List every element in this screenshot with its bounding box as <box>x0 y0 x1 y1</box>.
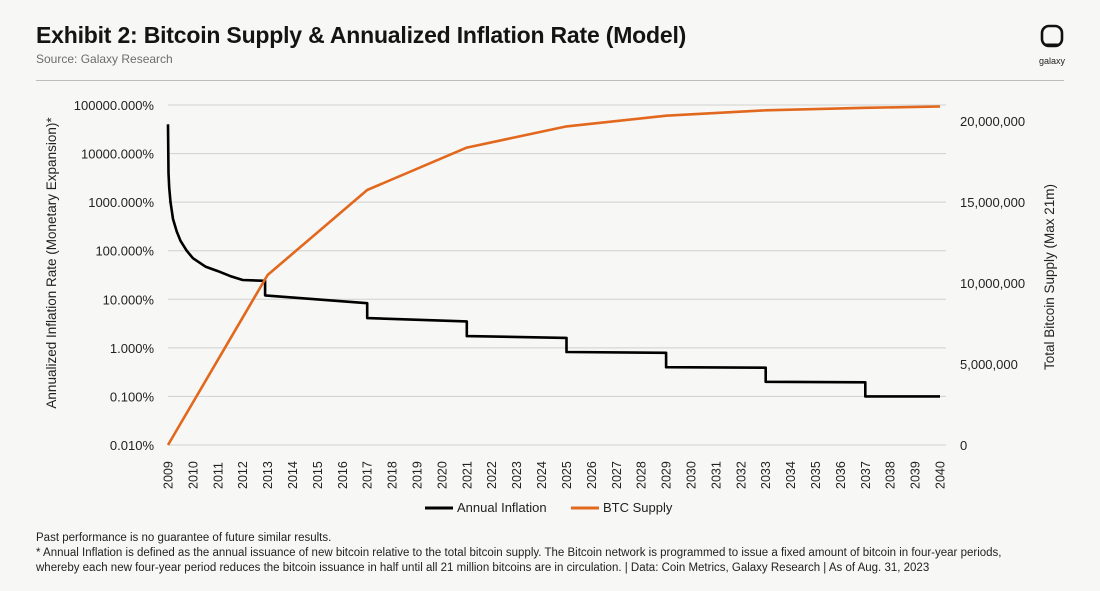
logo-wordmark: galaxy <box>1038 56 1065 66</box>
right-tick-label: 0 <box>960 438 967 453</box>
btc-supply-line <box>166 105 941 446</box>
left-axis-ticks: 100000.000% 10000.000% 1000.000% 100.000% 10… <box>74 98 155 453</box>
x-tick-label: 2027 <box>610 461 624 489</box>
legend: Annual Inflation BTC Supply <box>425 500 673 515</box>
x-tick-label: 2015 <box>311 461 325 489</box>
x-tick-label: 2024 <box>535 461 549 489</box>
left-tick-label: 1000.000% <box>88 195 154 210</box>
x-tick-label: 2029 <box>660 461 674 489</box>
x-tick-label: 2009 <box>162 461 176 489</box>
x-tick-label: 2023 <box>510 461 524 489</box>
legend-label-annual-inflation[interactable]: Annual Inflation <box>457 500 547 515</box>
x-tick-label: 2014 <box>286 461 300 489</box>
gridlines <box>168 104 946 446</box>
x-tick-label: 2035 <box>809 461 823 489</box>
x-tick-label: 2033 <box>759 461 773 489</box>
left-axis-label: Annualized Inflation Rate (Monetary Expa… <box>44 117 59 409</box>
x-tick-label: 2040 <box>934 461 948 489</box>
x-tick-label: 2036 <box>834 461 848 489</box>
galaxy-logo-icon <box>1040 24 1064 48</box>
x-tick-label: 2012 <box>236 461 250 489</box>
x-tick-label: 2034 <box>784 461 798 489</box>
x-axis-ticks: 2009 2010 2011 2012 2013 2014 2015 2016 2017 2018… <box>162 461 948 489</box>
footnote-disclaimer: Past performance is no guarantee of futu… <box>36 532 332 544</box>
x-tick-label: 2020 <box>435 461 449 489</box>
left-tick-label: 10.000% <box>103 292 155 307</box>
legend-label-btc-supply[interactable]: BTC Supply <box>603 500 673 515</box>
left-tick-label: 100000.000% <box>74 98 155 113</box>
annual-inflation-line <box>166 124 940 398</box>
x-tick-label: 2021 <box>460 461 474 489</box>
x-tick-label: 2025 <box>560 461 574 489</box>
source-caption: Source: Galaxy Research <box>36 52 173 66</box>
right-axis-label: Total Bitcoin Supply (Max 21m) <box>1042 184 1057 370</box>
x-tick-label: 2016 <box>336 461 350 489</box>
footnotes: Past performance is no guarantee of futu… <box>36 531 1076 576</box>
x-tick-label: 2013 <box>261 461 275 489</box>
left-tick-label: 0.100% <box>110 389 155 404</box>
x-tick-label: 2017 <box>361 461 375 489</box>
left-tick-label: 1.000% <box>110 341 155 356</box>
x-tick-label: 2030 <box>684 461 698 489</box>
x-tick-label: 2038 <box>884 461 898 489</box>
x-tick-label: 2022 <box>485 461 499 489</box>
x-tick-label: 2026 <box>585 461 599 489</box>
x-tick-label: 2028 <box>635 461 649 489</box>
right-tick-label: 5,000,000 <box>960 357 1018 372</box>
header-divider <box>36 80 1064 81</box>
x-tick-label: 2010 <box>186 461 200 489</box>
right-tick-label: 15,000,000 <box>960 195 1025 210</box>
right-tick-label: 20,000,000 <box>960 114 1025 129</box>
x-tick-label: 2031 <box>709 461 723 489</box>
footnote-data-source: whereby each new four-year period reduce… <box>36 562 930 574</box>
left-tick-label: 100.000% <box>95 244 154 259</box>
x-tick-label: 2032 <box>734 461 748 489</box>
page-title: Exhibit 2: Bitcoin Supply & Annualized I… <box>36 22 687 48</box>
right-axis-ticks: 20,000,000 15,000,000 10,000,000 5,000,000 0 <box>960 114 1025 453</box>
x-tick-label: 2037 <box>859 461 873 489</box>
right-tick-label: 10,000,000 <box>960 276 1025 291</box>
series <box>166 105 941 446</box>
x-tick-label: 2018 <box>386 461 400 489</box>
left-tick-label: 10000.000% <box>81 147 154 162</box>
x-tick-label: 2019 <box>411 461 425 489</box>
x-tick-label: 2011 <box>211 462 225 489</box>
x-tick-label: 2039 <box>909 461 923 489</box>
footnote-definition: * Annual Inflation is defined as the ann… <box>36 547 1002 559</box>
left-tick-label: 0.010% <box>110 438 155 453</box>
galaxy-logo: galaxy <box>1036 24 1068 66</box>
